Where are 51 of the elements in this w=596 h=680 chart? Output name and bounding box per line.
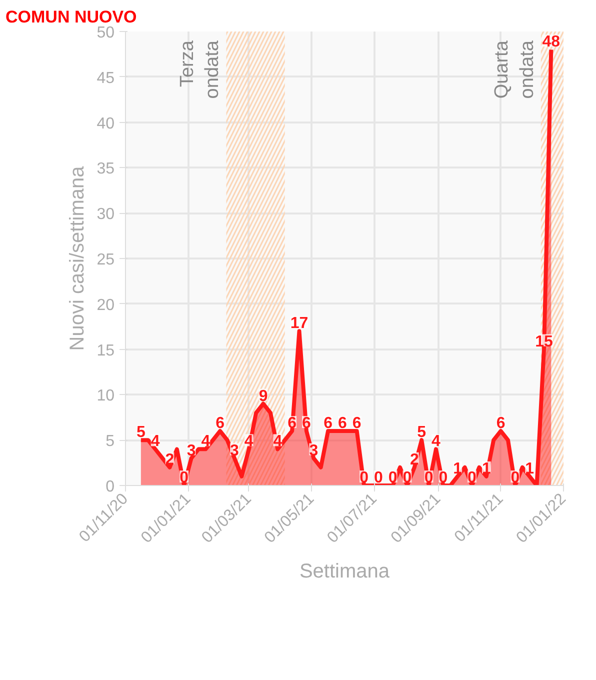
data-label: 6 [324,415,333,432]
data-label: 6 [216,415,225,432]
data-label: 3 [230,442,240,460]
data-label: 5 [417,424,426,442]
band-label: Terza ondata [176,40,224,99]
data-label: 4 [201,433,210,450]
data-label: 17 [290,315,308,332]
data-label: 5 [136,424,146,442]
y-tick-label: 5 [106,433,115,450]
data-label: 4 [244,433,254,450]
data-label: 0 [510,470,520,486]
data-label: 0 [468,470,477,486]
data-label: 0 [374,470,383,486]
data-label: 1 [525,460,534,478]
x-axis-title: Settimana [299,560,390,583]
band-label: Quarta ondata [492,40,538,99]
y-tick-label: 25 [96,252,115,268]
y-tick-label: 30 [96,206,115,224]
data-label: 2 [410,451,419,468]
data-label: 0 [180,470,189,486]
data-label: 0 [438,470,448,486]
data-label: 1 [453,460,462,478]
data-label: 0 [424,470,434,486]
y-tick-label: 10 [96,388,115,405]
y-tick-label: 50 [96,24,115,42]
data-label: 6 [352,415,362,432]
data-label: 0 [388,470,398,486]
data-label: 15 [535,333,553,350]
y-axis-title: Nuovi casi/settimana [66,165,89,351]
y-tick-label: 0 [106,478,115,496]
y-tick-label: 35 [96,160,115,178]
data-label: 48 [542,34,560,51]
data-label: 0 [402,470,412,486]
data-label: 3 [186,442,196,460]
data-label: 6 [338,415,347,432]
data-label: 1 [482,460,491,478]
data-label: 2 [165,451,174,468]
data-label: 4 [273,433,282,450]
data-label: 3 [309,442,318,460]
y-tick-label: 40 [96,115,115,132]
chart-title: COMUN NUOVO [6,8,137,26]
data-label: 6 [288,415,297,432]
data-label: 6 [496,415,506,432]
y-tick-label: 45 [96,70,115,87]
data-label: 4 [150,433,160,450]
data-label: 6 [302,415,312,432]
y-tick-label: 20 [96,296,115,314]
data-label: 9 [258,388,268,405]
y-tick-label: 15 [96,342,115,360]
data-label: 0 [360,470,369,486]
data-label: 4 [432,433,441,450]
